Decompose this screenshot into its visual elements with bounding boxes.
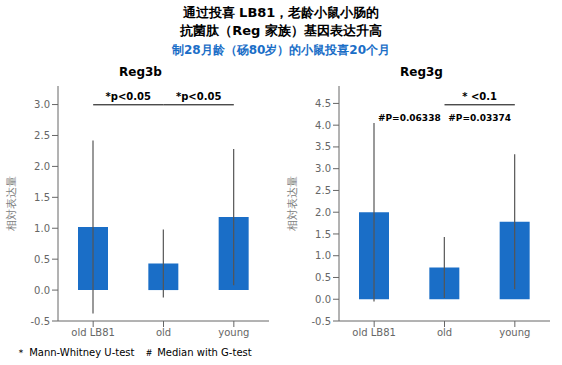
svg-text:0.5: 0.5 bbox=[315, 272, 331, 283]
html-text:Reg3b: Reg3b bbox=[119, 65, 162, 79]
html-text:＊ Mann-Whitney U-test ＃ Median: ＊ Mann-Whitney U-test ＃ Median with G-te… bbox=[16, 347, 252, 358]
svg-text:相対表达量: 相対表达量 bbox=[286, 176, 299, 231]
svg-text:*p<0.05: *p<0.05 bbox=[176, 91, 221, 102]
svg-text:1.5: 1.5 bbox=[34, 192, 50, 203]
svg-text:2.0: 2.0 bbox=[315, 207, 331, 218]
svg-text:0.0: 0.0 bbox=[34, 285, 50, 296]
svg-text:3.0: 3.0 bbox=[34, 99, 50, 110]
html-text:制28月龄（砀80岁）的小鼠投喜20个月: 制28月龄（砀80岁）的小鼠投喜20个月 bbox=[171, 43, 390, 57]
svg-text:3.5: 3.5 bbox=[315, 141, 331, 152]
html-text:通过投喜 LB81，老龄小鼠小肠的: 通过投喜 LB81，老龄小鼠小肠的 bbox=[182, 5, 380, 20]
svg-text:2.5: 2.5 bbox=[315, 185, 331, 196]
svg-text:*p<0.05: *p<0.05 bbox=[106, 91, 151, 102]
svg-text:4.0: 4.0 bbox=[315, 120, 331, 131]
svg-text:young: young bbox=[499, 327, 530, 338]
svg-text:1.5: 1.5 bbox=[315, 229, 331, 240]
svg-text:2.5: 2.5 bbox=[34, 130, 50, 141]
svg-text:2.0: 2.0 bbox=[34, 161, 50, 172]
svg-text:old LB81: old LB81 bbox=[71, 327, 115, 338]
html-text:抗菌肽（Reg 家族）基因表达升高: 抗菌肽（Reg 家族）基因表达升高 bbox=[180, 23, 382, 38]
svg-text:#P=0.03374: #P=0.03374 bbox=[448, 113, 511, 123]
html-text:Reg3g: Reg3g bbox=[400, 65, 443, 79]
svg-text:-0.5: -0.5 bbox=[30, 316, 50, 327]
svg-text:4.5: 4.5 bbox=[315, 98, 331, 109]
svg-text:1.0: 1.0 bbox=[34, 223, 50, 234]
svg-text:-0.5: -0.5 bbox=[311, 316, 331, 327]
svg-text:#P=0.06338: #P=0.06338 bbox=[378, 113, 441, 123]
svg-text:old: old bbox=[437, 327, 452, 338]
svg-text:old: old bbox=[156, 327, 171, 338]
svg-text:相対表达量: 相対表达量 bbox=[8, 176, 18, 231]
svg-text:0.5: 0.5 bbox=[34, 254, 50, 265]
svg-text:3.0: 3.0 bbox=[315, 163, 331, 174]
svg-text:* <0.1: * <0.1 bbox=[462, 91, 497, 102]
svg-text:young: young bbox=[218, 327, 249, 338]
svg-text:1.0: 1.0 bbox=[315, 250, 331, 261]
svg-text:0.0: 0.0 bbox=[315, 294, 331, 305]
svg-text:old LB81: old LB81 bbox=[352, 327, 396, 338]
